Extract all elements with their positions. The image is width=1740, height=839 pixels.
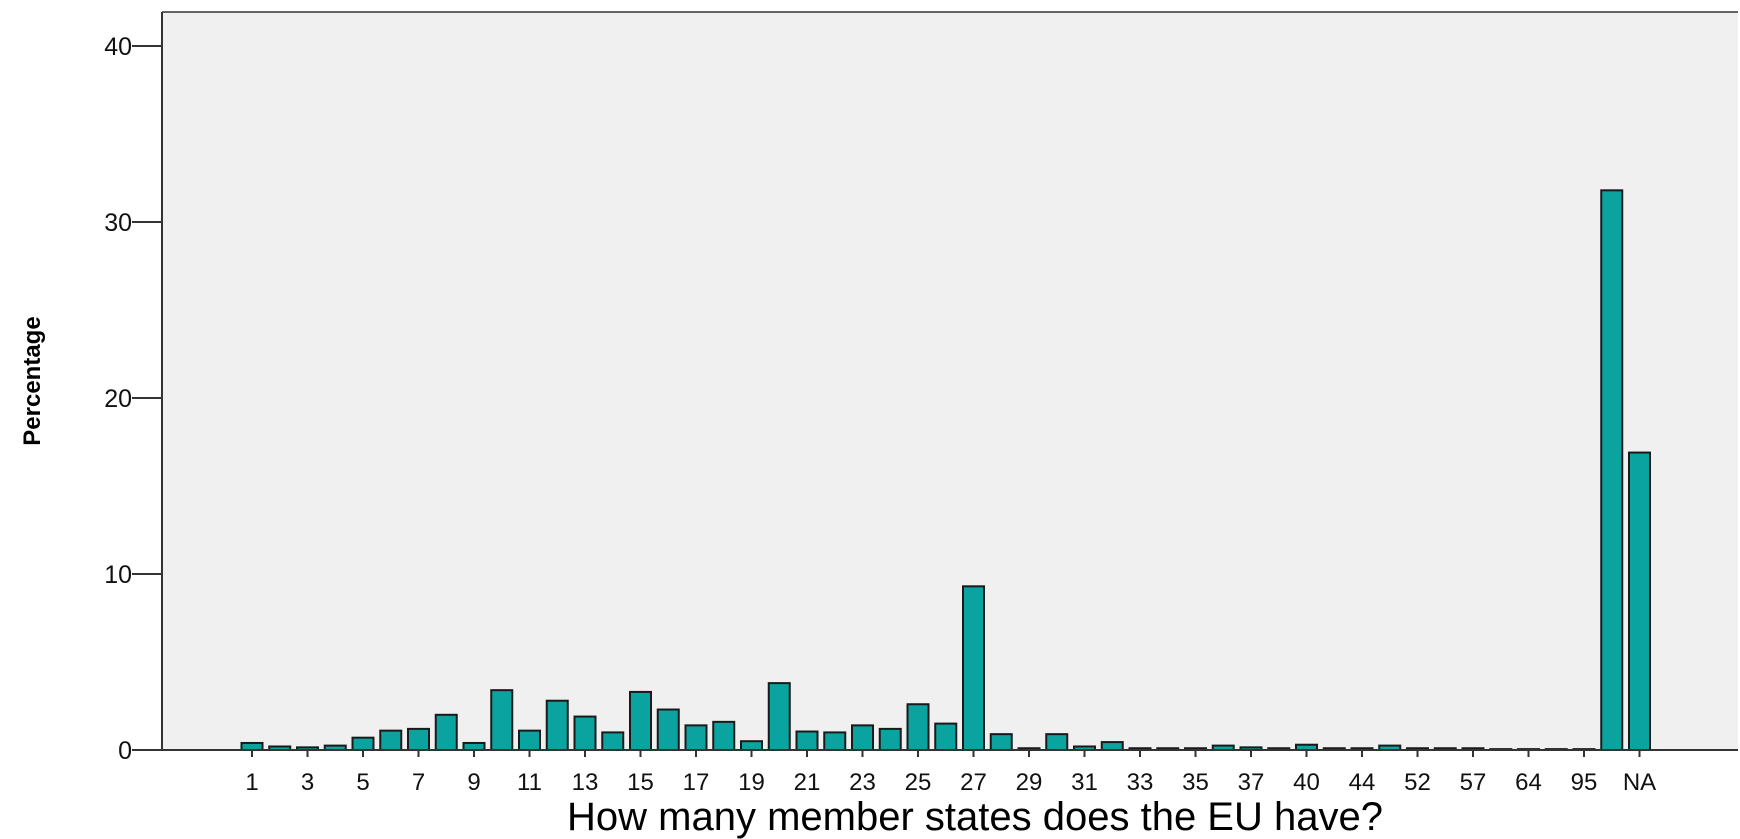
bar-12: [545, 699, 569, 751]
x-tick-label-40: 40: [1293, 769, 1320, 796]
x-tick-label-31: 31: [1071, 769, 1098, 796]
x-tick-label-37: 37: [1238, 769, 1265, 796]
x-tick-label-7: 7: [412, 769, 425, 796]
bar-28: [989, 733, 1013, 751]
bar-27: [962, 585, 985, 751]
x-tick-label-9: 9: [467, 769, 480, 796]
bar-6: [379, 729, 403, 752]
bar-22: [823, 731, 847, 752]
bar-18: [712, 720, 736, 752]
bar-8: [434, 713, 458, 751]
bar-17: [684, 724, 708, 751]
x-tick-label-NA: NA: [1623, 769, 1656, 796]
bar-21: [795, 730, 819, 752]
bar-7: [407, 727, 430, 752]
y-axis-title: Percentage: [19, 316, 46, 445]
bar-14: [601, 731, 625, 752]
bar-9: [462, 741, 486, 752]
x-tick-label-25: 25: [905, 769, 932, 796]
x-tick-label-33: 33: [1127, 769, 1154, 796]
bars-group: [240, 189, 1651, 752]
bar-32: [1100, 741, 1124, 752]
x-tick-label-5: 5: [356, 769, 369, 796]
x-tick-label-57: 57: [1460, 769, 1487, 796]
plot-background: [162, 12, 1738, 750]
bar-13: [573, 715, 597, 751]
x-tick-label-17: 17: [683, 769, 710, 796]
x-ticks-group: 1 3 5 7 9 11 13 15 17 19 21 23 25 27 29 31 33 35 37 40 44 52 5…: [245, 750, 1656, 796]
x-tick-label-1: 1: [245, 769, 258, 796]
bar-30: [1045, 733, 1069, 751]
y-tick-label-30: 30: [104, 209, 132, 237]
bar-24: [878, 727, 902, 752]
x-tick-label-29: 29: [1016, 769, 1043, 796]
bar-23: [851, 724, 874, 751]
bar-NA: [1628, 451, 1651, 751]
x-tick-label-64: 64: [1515, 769, 1542, 796]
bar-25: [906, 703, 930, 751]
x-tick-label-44: 44: [1349, 769, 1376, 796]
bar-20: [767, 682, 791, 751]
y-ticks-group: 0 10 20 30 40: [104, 33, 162, 765]
x-tick-label-13: 13: [572, 769, 599, 796]
bar-1: [240, 741, 264, 752]
bar-26: [934, 722, 958, 751]
x-tick-label-15: 15: [627, 769, 654, 796]
bar-5: [351, 736, 375, 751]
x-tick-label-19: 19: [738, 769, 765, 796]
bar-15: [629, 690, 652, 751]
x-tick-label-3: 3: [301, 769, 314, 796]
x-tick-label-95: 95: [1571, 769, 1598, 796]
bar-99: [1600, 189, 1624, 751]
bar-19: [740, 740, 763, 752]
x-tick-label-21: 21: [794, 769, 821, 796]
bar-10: [490, 689, 514, 751]
y-tick-label-0: 0: [118, 737, 132, 765]
bar-11: [518, 729, 541, 752]
y-tick-label-10: 10: [104, 561, 132, 589]
x-tick-label-35: 35: [1182, 769, 1209, 796]
x-tick-label-11: 11: [517, 769, 542, 796]
bar-16: [656, 708, 680, 752]
y-tick-label-40: 40: [104, 33, 132, 61]
x-tick-label-27: 27: [960, 769, 987, 796]
x-tick-label-23: 23: [849, 769, 876, 796]
y-tick-label-20: 20: [104, 385, 132, 413]
x-axis-title: How many member states does the EU have?: [567, 795, 1383, 839]
x-tick-label-52: 52: [1404, 769, 1431, 796]
